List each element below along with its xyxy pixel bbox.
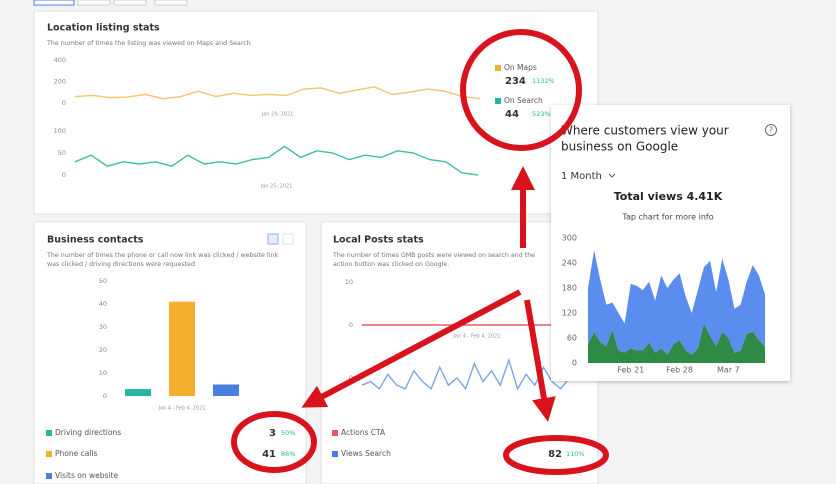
x-axis-label: Jan 25, 2021 <box>260 184 293 190</box>
popup-title: business on Google <box>561 140 678 154</box>
x-tick-label: Feb 28 <box>666 366 693 375</box>
annotation-circle <box>231 411 317 473</box>
tab[interactable] <box>33 0 75 6</box>
area <box>588 323 765 363</box>
legend-value: 82 <box>548 449 562 460</box>
hint: Tap chart for more info <box>621 213 713 222</box>
card-title: Local Posts stats <box>333 235 424 246</box>
legend-change: 50% <box>281 429 295 437</box>
legend-label: On Maps <box>504 63 537 72</box>
legend-swatch <box>332 430 338 436</box>
legend-swatch <box>46 430 52 436</box>
period-select[interactable]: 1 Month <box>561 171 602 182</box>
legend-change: 110% <box>566 450 585 458</box>
legend-change: 1132% <box>532 77 555 85</box>
line <box>74 86 481 100</box>
card-subtitle: The number of times the phone or call no… <box>46 252 278 259</box>
y-tick-label: 0 <box>62 171 66 179</box>
y-tick-label: 10 <box>345 278 353 286</box>
x-axis-label: Jan 4 - Feb 4, 2021 <box>158 406 206 412</box>
y-tick-label: 240 <box>562 259 577 268</box>
bar <box>125 389 151 396</box>
legend-change: 86% <box>281 450 295 458</box>
card <box>33 10 599 215</box>
card-subtitle: was clicked / driving directions were re… <box>47 261 195 268</box>
y-tick-label: 0 <box>103 392 107 400</box>
annotation-circle <box>503 435 609 475</box>
legend-value: 234 <box>505 76 526 87</box>
legend-label: Phone calls <box>55 449 98 458</box>
bar <box>213 384 239 396</box>
y-tick-label: 50 <box>58 149 66 157</box>
y-tick-label: 50 <box>99 277 107 285</box>
y-tick-label: 10 <box>99 369 107 377</box>
y-tick-label: 120 <box>562 309 577 318</box>
total-views: Total views 4.41K <box>614 190 723 203</box>
card-subtitle: The number of times the listing was view… <box>46 40 251 47</box>
legend-swatch <box>46 473 52 479</box>
popup-title: Where customers view your <box>561 124 729 138</box>
legend-label: Driving directions <box>55 428 121 437</box>
x-axis-label: Jan 29, 2021 <box>261 112 294 118</box>
legend-swatch <box>495 65 501 71</box>
x-axis-label: Jan 4 - Feb 4, 2021 <box>453 334 501 340</box>
help-icon[interactable] <box>765 124 777 136</box>
annotation-arrow <box>301 289 522 408</box>
y-tick-label: 0 <box>62 99 66 107</box>
legend-label: On Search <box>504 96 543 105</box>
y-tick-label: 60 <box>567 334 577 343</box>
area <box>588 250 765 355</box>
legend-swatch <box>46 451 52 457</box>
dropdown-caret[interactable] <box>608 173 616 178</box>
legend-value: 41 <box>262 449 276 460</box>
legend-value: 44 <box>505 109 519 120</box>
tab[interactable] <box>77 0 111 6</box>
chart-toggle[interactable] <box>267 233 279 245</box>
y-tick-label: 0 <box>349 321 353 329</box>
x-tick-label: Feb 21 <box>617 366 644 375</box>
card-subtitle: The number of times GMB posts were viewe… <box>332 252 535 259</box>
card-title: Location listing stats <box>47 23 160 34</box>
y-tick-label: 20 <box>99 346 107 354</box>
y-tick-label: 30 <box>99 323 107 331</box>
x-tick-label: Mar 7 <box>717 366 740 375</box>
table-toggle[interactable] <box>282 233 294 245</box>
y-tick-label: 0 <box>572 359 577 368</box>
annotation-arrow <box>524 299 556 422</box>
tab[interactable] <box>154 0 188 6</box>
card-subtitle: action button was clicked on Google. <box>333 261 449 268</box>
y-tick-label: 400 <box>54 56 66 64</box>
legend-change: 523% <box>532 110 551 118</box>
legend-label: Actions CTA <box>341 428 386 437</box>
y-tick-label: 300 <box>562 234 577 243</box>
y-tick-label: 0 <box>349 374 353 382</box>
y-tick-label: 40 <box>99 300 107 308</box>
bar <box>169 301 195 396</box>
legend-value: 3 <box>269 428 276 439</box>
annotation-circle <box>460 29 582 151</box>
y-tick-label: 180 <box>562 284 577 293</box>
help-icon-text[interactable]: ? <box>769 126 773 135</box>
line <box>74 145 479 176</box>
legend-swatch <box>495 98 501 104</box>
y-tick-label: 100 <box>54 127 66 135</box>
legend-label: Visits on website <box>55 471 118 480</box>
tab[interactable] <box>113 0 147 6</box>
card-title: Business contacts <box>47 235 144 246</box>
legend-swatch <box>332 451 338 457</box>
legend-label: Views Search <box>341 449 391 458</box>
y-tick-label: 200 <box>54 78 66 86</box>
